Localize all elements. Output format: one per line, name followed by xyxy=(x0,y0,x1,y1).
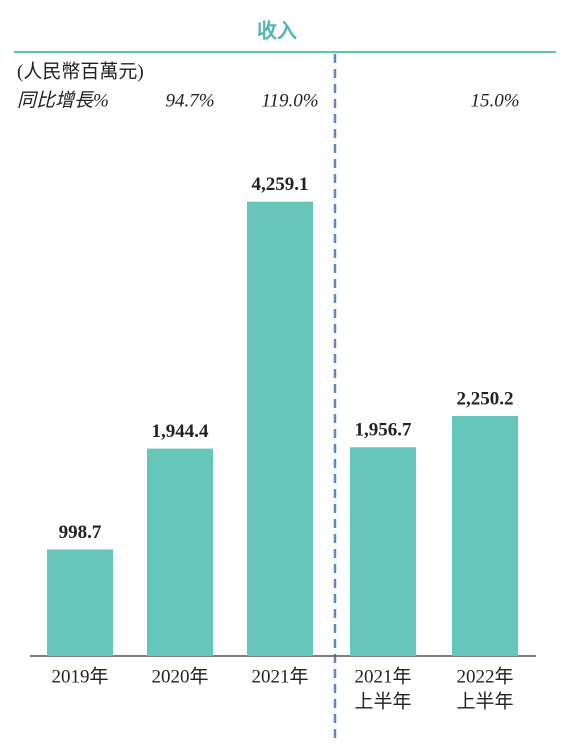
value-label: 998.7 xyxy=(59,522,102,543)
value-label: 1,956.7 xyxy=(355,420,413,441)
x-tick-label: 2019年 xyxy=(51,665,108,687)
value-label: 1,944.4 xyxy=(152,421,210,442)
x-tick-label: 2020年 xyxy=(151,665,208,687)
unit-label: (人民幣百萬元) xyxy=(17,60,144,82)
bar xyxy=(147,448,213,656)
x-tick-label: 2022年 xyxy=(456,665,513,687)
growth-value: 94.7% xyxy=(165,90,214,111)
x-tick-label: 2021年 xyxy=(354,665,411,687)
growth-value: 119.0% xyxy=(261,90,318,111)
x-tick-label: 2021年 xyxy=(251,665,308,687)
bar xyxy=(350,447,416,656)
value-label: 2,250.2 xyxy=(457,388,514,409)
growth-label: 同比增長% xyxy=(17,90,109,111)
bar xyxy=(247,201,313,657)
x-tick-label: 上半年 xyxy=(456,690,513,712)
chart-title: 收入 xyxy=(257,19,297,43)
x-tick-label: 上半年 xyxy=(354,690,411,712)
growth-value: 15.0% xyxy=(470,90,519,111)
bar xyxy=(47,549,113,656)
value-label: 4,259.1 xyxy=(252,174,309,195)
bar xyxy=(452,415,518,656)
